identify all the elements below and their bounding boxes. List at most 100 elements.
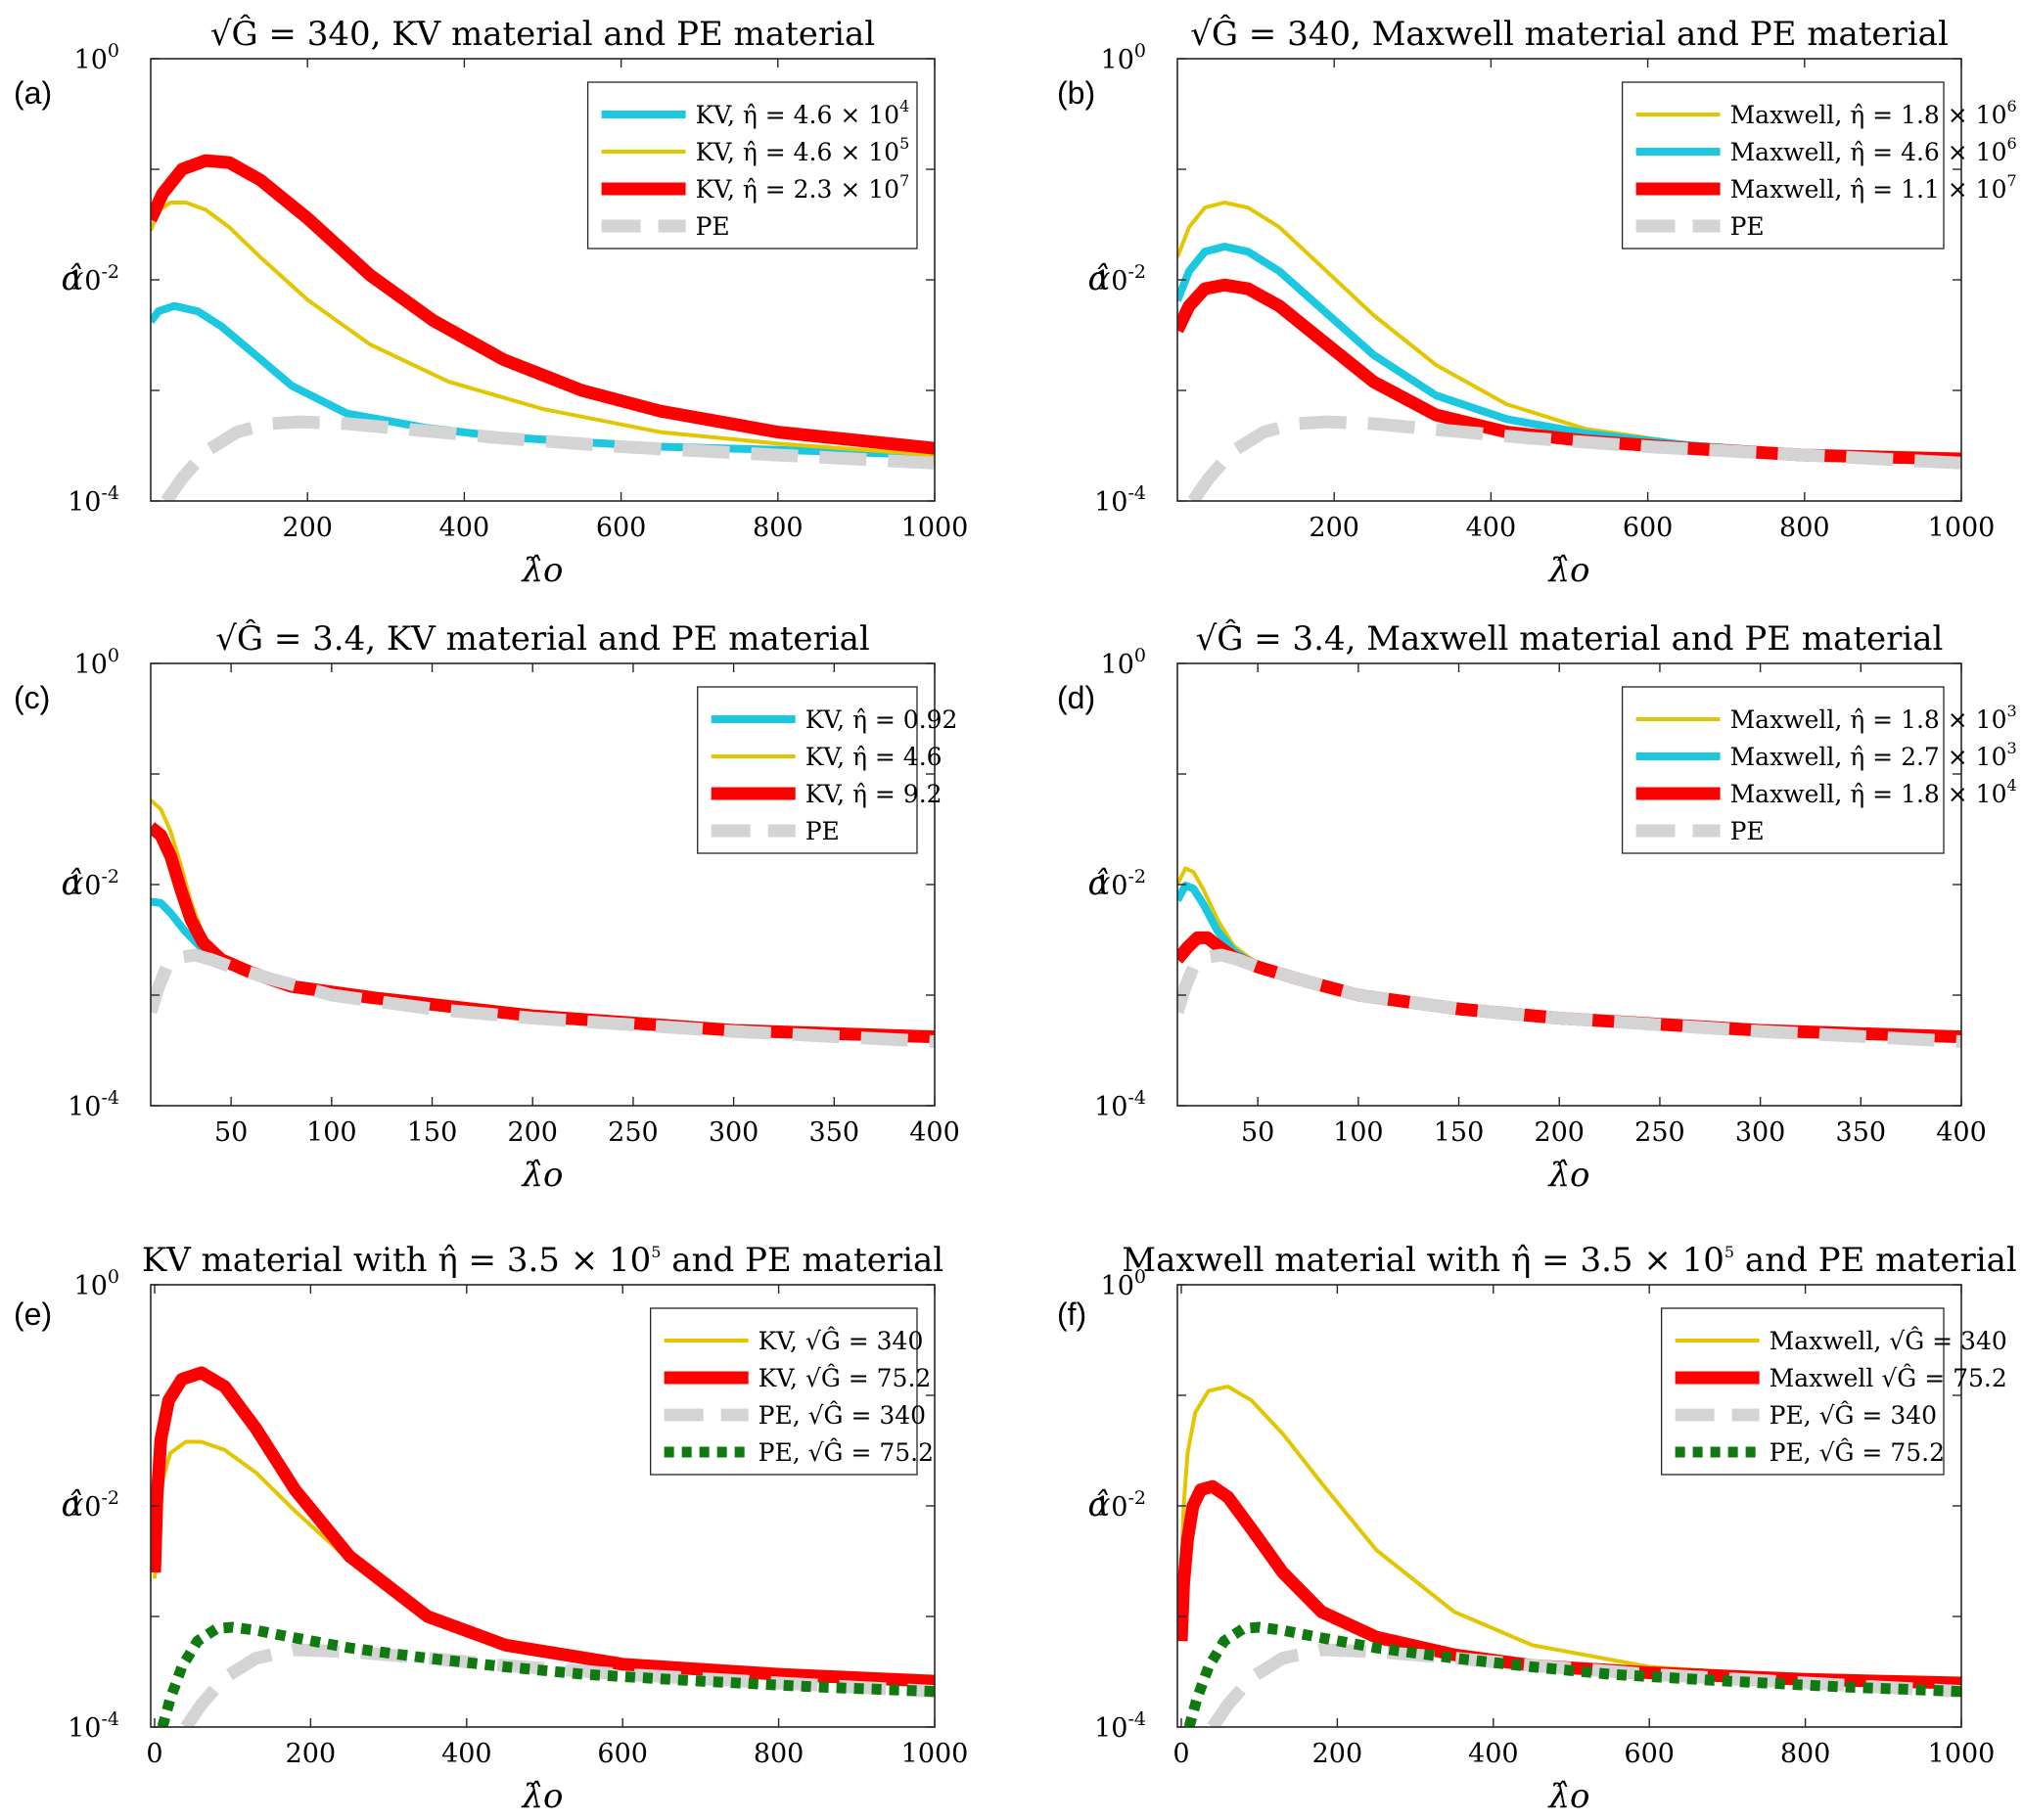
x-tick-label: 350 (1836, 1117, 1887, 1148)
panel-title: √Ĝ = 340, KV material and PE material (210, 14, 875, 54)
legend-label: KV, η̂ = 4.6 (805, 743, 943, 771)
x-tick-label: 200 (1312, 1739, 1363, 1769)
panel-letter: (c) (14, 680, 50, 715)
panel-a: 200 400 600 800 1000 10-4 10-2 100 λ̂o α̂ √Ĝ = 340… (14, 14, 968, 590)
y-tick-label: 10-4 (68, 1708, 119, 1744)
series-group (1177, 201, 1961, 501)
x-tick-label: 150 (407, 1117, 458, 1148)
legend-label: KV, η̂ = 2.3 × 107 (696, 171, 910, 204)
legend-label: PE (1730, 817, 1765, 845)
x-tick-label: 200 (282, 513, 333, 543)
series-line-gray (151, 948, 935, 1048)
legend-label: PE, √Ĝ = 75.2 (1770, 1438, 1945, 1467)
panel-letter: (b) (1057, 75, 1095, 111)
x-tick-label: 800 (1780, 1739, 1831, 1769)
x-tick-label: 300 (709, 1117, 759, 1148)
y-axis-label: α̂ (62, 1485, 84, 1524)
legend-label: PE, √Ĝ = 340 (1770, 1401, 1937, 1430)
legend-label: KV, η̂ = 4.6 × 104 (696, 97, 910, 129)
y-tick-label: 10-4 (1094, 1087, 1146, 1122)
y-tick-label: 100 (74, 1266, 119, 1301)
y-axis-label: α̂ (1088, 864, 1111, 903)
legend-label: PE (1730, 212, 1765, 241)
x-tick-label: 400 (1936, 1117, 1987, 1148)
x-tick-label: 1000 (1928, 1739, 1996, 1769)
x-axis-label: λ̂o (520, 551, 563, 590)
series-group (1177, 1385, 1961, 1727)
legend-box (1621, 686, 1945, 854)
x-tick-label: 400 (1466, 513, 1517, 543)
x-tick-label: 200 (1309, 513, 1359, 543)
y-tick-label: 10-2 (68, 261, 119, 296)
y-tick-label: 10-2 (68, 1487, 119, 1523)
y-tick-label: 100 (1101, 40, 1146, 75)
x-tick-label: 400 (909, 1117, 960, 1148)
y-tick-label: 10-2 (1094, 866, 1146, 901)
x-tick-label: 50 (214, 1117, 248, 1148)
y-tick-label: 10-4 (1094, 482, 1146, 518)
y-axis-label: α̂ (62, 259, 84, 298)
series-line-gray (1187, 415, 1961, 501)
series-line-green (157, 1621, 935, 1727)
panel-title: Maxwell material with η̂ = 3.5 × 105 and… (1122, 1241, 2016, 1280)
x-axis-label: λ̂o (520, 1156, 563, 1195)
y-tick-label: 10-2 (1094, 261, 1146, 296)
series-line-red (151, 154, 935, 455)
x-tick-label: 150 (1434, 1117, 1485, 1148)
x-tick-label: 250 (1634, 1117, 1685, 1148)
panel-letter: (d) (1057, 680, 1095, 715)
panel-d: 50 100 150 200 250 300 350 400 10-4 10-2 100 λ̂o α̂ √… (1057, 618, 2017, 1195)
series-line-gray (1177, 948, 1961, 1048)
x-tick-label: 0 (146, 1739, 162, 1769)
y-tick-label: 10-4 (68, 1087, 119, 1122)
series-group (151, 798, 935, 1048)
x-tick-label: 1000 (901, 1739, 969, 1769)
legend-label: Maxwell, η̂ = 1.8 × 103 (1730, 702, 2017, 734)
legend: Maxwell, η̂ = 1.8 × 103 Maxwell, η̂ = 2.7… (1621, 686, 2017, 854)
x-tick-label: 200 (1534, 1117, 1585, 1148)
series-line-green (1183, 1621, 1961, 1727)
x-tick-label: 1000 (1928, 513, 1996, 543)
x-tick-label: 600 (597, 1739, 648, 1769)
y-tick-label: 100 (1101, 645, 1146, 680)
legend-label: Maxwell, √Ĝ = 340 (1770, 1327, 2007, 1355)
x-tick-label: 800 (754, 1739, 805, 1769)
series-group (1177, 866, 1961, 1048)
legend-label: PE (696, 212, 730, 241)
legend-label: Maxwell, η̂ = 1.8 × 106 (1730, 97, 2017, 129)
series-line-yellow (151, 201, 935, 458)
panel-title: KV material with η̂ = 3.5 × 105 and PE m… (142, 1241, 943, 1280)
panel-e: 0 200 400 600 800 1000 10-4 10-2 100 λ̂o α̂ KV mate… (14, 1241, 968, 1816)
legend: Maxwell, η̂ = 1.8 × 106 Maxwell, η̂ = 4.6… (1621, 81, 2017, 250)
panel-letter: (e) (14, 1297, 52, 1332)
panel-title: √Ĝ = 3.4, KV material and PE material (215, 618, 870, 659)
legend-label: KV, √Ĝ = 340 (759, 1327, 924, 1355)
x-tick-label: 800 (1779, 513, 1830, 543)
x-tick-label: 250 (608, 1117, 659, 1148)
x-tick-label: 400 (1468, 1739, 1519, 1769)
panel-title: √Ĝ = 340, Maxwell material and PE materi… (1190, 14, 1949, 54)
panel-c: 50 100 150 200 250 300 350 400 10-4 10-2 100 λ̂o α̂ √… (14, 618, 960, 1195)
y-tick-label: 10-2 (68, 866, 119, 901)
series-line-gray (161, 415, 935, 501)
x-tick-label: 300 (1735, 1117, 1786, 1148)
y-axis-label: α̂ (1088, 259, 1111, 298)
legend-label: KV, η̂ = 9.2 (805, 780, 943, 808)
y-tick-label: 100 (74, 645, 119, 680)
x-tick-label: 100 (1333, 1117, 1384, 1148)
y-tick-label: 100 (74, 40, 119, 75)
x-tick-label: 400 (439, 513, 490, 543)
x-axis-label: λ̂o (520, 1777, 563, 1816)
legend-label: KV, η̂ = 4.6 × 105 (696, 134, 910, 166)
legend: Maxwell, √Ĝ = 340 Maxwell √Ĝ = 75.2 PE, √Ĝ… (1660, 1307, 2007, 1476)
x-tick-label: 800 (753, 513, 804, 543)
x-tick-label: 1000 (901, 513, 969, 543)
series-group (151, 1366, 935, 1727)
panel-letter: (a) (14, 75, 52, 111)
legend-label: PE, √Ĝ = 75.2 (759, 1438, 934, 1467)
y-tick-label: 100 (1101, 1266, 1146, 1301)
legend-label: PE, √Ĝ = 340 (759, 1401, 926, 1430)
y-tick-label: 10-4 (68, 482, 119, 518)
y-axis-label: α̂ (1088, 1485, 1111, 1524)
